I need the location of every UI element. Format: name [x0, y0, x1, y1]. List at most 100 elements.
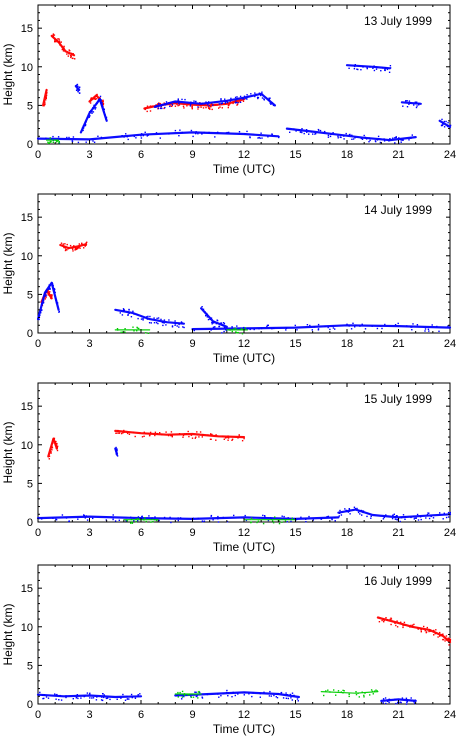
data-point — [137, 519, 139, 522]
data-point — [263, 98, 265, 100]
data-point — [81, 242, 83, 244]
data-point — [159, 104, 161, 107]
data-point — [237, 331, 239, 334]
data-point — [346, 323, 348, 325]
x-tick-label: 24 — [444, 709, 456, 721]
data-point — [239, 95, 242, 98]
data-point — [408, 103, 410, 105]
data-point — [385, 702, 387, 705]
data-point — [354, 137, 356, 139]
data-point — [181, 131, 183, 134]
data-point — [203, 520, 206, 522]
data-point — [45, 295, 47, 297]
data-point — [178, 135, 180, 137]
data-point — [57, 41, 59, 43]
data-point — [250, 93, 252, 95]
data-point — [376, 327, 379, 330]
data-segment — [79, 98, 108, 134]
data-point — [429, 629, 431, 631]
data-point — [394, 142, 396, 144]
data-point — [366, 67, 368, 70]
data-point — [163, 322, 165, 324]
data-point — [258, 136, 260, 139]
data-point — [55, 440, 57, 443]
data-point — [210, 438, 212, 440]
data-point — [373, 65, 375, 67]
data-point — [109, 698, 111, 701]
data-point — [89, 102, 92, 104]
data-point — [262, 522, 265, 525]
data-point — [415, 106, 418, 109]
data-point — [189, 105, 192, 107]
data-point — [202, 104, 205, 106]
data-point — [267, 136, 269, 138]
data-point — [334, 328, 336, 330]
data-point — [55, 447, 58, 449]
data-point — [101, 104, 103, 107]
data-point — [91, 697, 93, 699]
data-point — [232, 691, 234, 694]
data-point — [220, 99, 222, 101]
data-point — [72, 698, 74, 700]
data-point — [424, 330, 426, 332]
data-point — [128, 433, 131, 435]
data-point — [363, 134, 365, 137]
data-point — [214, 104, 217, 106]
data-point — [368, 137, 370, 139]
data-point — [90, 98, 92, 100]
data-point — [208, 131, 210, 134]
data-point — [439, 512, 441, 514]
data-point — [394, 516, 396, 518]
data-point — [55, 698, 57, 700]
data-point — [201, 696, 203, 698]
data-point — [449, 639, 452, 641]
data-point — [294, 324, 296, 327]
data-point — [58, 699, 60, 701]
data-point — [211, 321, 213, 324]
data-point — [188, 435, 190, 438]
data-point — [384, 697, 387, 699]
data-point — [226, 131, 228, 134]
data-point — [128, 698, 130, 700]
data-point — [353, 68, 356, 70]
x-tick-label: 0 — [35, 149, 41, 161]
data-point — [255, 93, 257, 96]
data-point — [405, 697, 408, 699]
data-point — [144, 517, 146, 519]
data-point — [45, 96, 47, 98]
data-point — [190, 434, 193, 436]
data-point — [413, 104, 415, 106]
data-point — [159, 107, 162, 110]
y-tick-label: 5 — [27, 660, 33, 672]
data-point — [177, 517, 179, 519]
data-point — [161, 107, 163, 110]
data-point — [368, 513, 370, 515]
data-point — [347, 511, 350, 513]
data-point — [235, 99, 237, 101]
x-tick-label: 18 — [341, 709, 353, 721]
data-point — [300, 130, 302, 132]
data-point — [303, 132, 305, 135]
data-point — [149, 105, 152, 107]
data-point — [378, 621, 381, 623]
data-point — [343, 135, 345, 137]
data-point — [82, 125, 85, 127]
data-point — [272, 522, 275, 524]
data-point — [69, 244, 72, 247]
data-point — [354, 507, 357, 510]
data-point — [416, 627, 419, 629]
data-point — [64, 247, 67, 249]
data-point — [259, 692, 261, 695]
data-point — [140, 133, 143, 135]
data-point — [384, 69, 386, 71]
data-point — [45, 296, 47, 299]
data-point — [50, 451, 52, 453]
data-point — [364, 136, 366, 139]
data-point — [222, 322, 225, 324]
data-point — [376, 139, 379, 141]
data-point — [342, 689, 344, 692]
data-point — [309, 324, 311, 327]
data-point — [76, 248, 79, 250]
data-point — [231, 696, 233, 698]
data-point — [283, 515, 285, 518]
